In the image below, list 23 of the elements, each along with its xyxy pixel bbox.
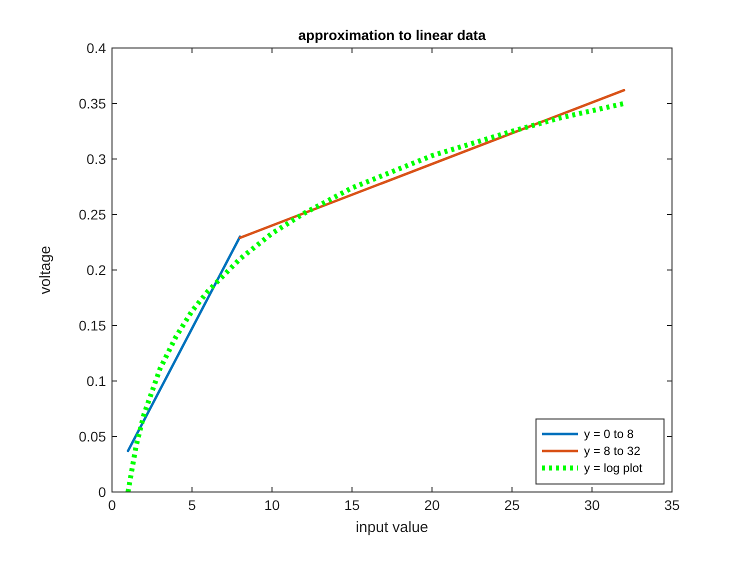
y-axis-title: voltage — [37, 246, 54, 294]
legend-label: y = log plot — [584, 461, 644, 476]
y-tick-label: 0 — [98, 484, 106, 500]
x-tick-label: 5 — [188, 497, 196, 513]
legend-label: y = 8 to 32 — [584, 444, 641, 458]
x-axis-title: input value — [356, 519, 428, 536]
y-tick-label: 0.2 — [86, 262, 106, 278]
y-tick-label: 0.35 — [78, 95, 106, 112]
x-tick-label: 0 — [108, 497, 116, 513]
y-tick-label: 0.4 — [86, 40, 106, 56]
x-tick-label: 35 — [664, 497, 680, 513]
x-tick-label: 25 — [504, 497, 520, 513]
x-tick-label: 20 — [424, 497, 440, 513]
y-tick-label: 0.15 — [78, 317, 106, 334]
x-tick-label: 15 — [344, 497, 360, 513]
chart-title: approximation to linear data — [298, 27, 486, 43]
y-tick-label: 0.1 — [86, 372, 106, 389]
legend-label: y = 0 to 8 — [584, 427, 634, 442]
y-tick-label: 0.25 — [78, 206, 106, 222]
y-tick-label: 0.3 — [86, 150, 106, 167]
y-tick-label: 0.05 — [78, 428, 106, 444]
x-tick-label: 10 — [264, 497, 280, 513]
x-tick-label: 30 — [584, 497, 600, 513]
